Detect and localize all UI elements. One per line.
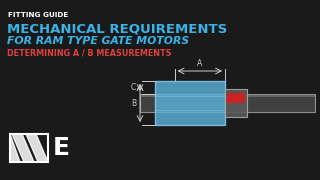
- Bar: [140, 94, 315, 112]
- Text: FITTING GUIDE: FITTING GUIDE: [8, 12, 68, 18]
- Polygon shape: [12, 134, 34, 162]
- Bar: [155, 81, 225, 125]
- Text: DETERMINING A / B MEASUREMENTS: DETERMINING A / B MEASUREMENTS: [7, 48, 172, 57]
- Text: FOR RAM TYPE GATE MOTORS: FOR RAM TYPE GATE MOTORS: [7, 36, 189, 46]
- Bar: [140, 94, 315, 97]
- Polygon shape: [26, 134, 48, 162]
- Text: C: C: [131, 83, 136, 92]
- Text: E: E: [53, 136, 70, 160]
- Bar: [225, 89, 247, 117]
- Text: A: A: [197, 59, 203, 68]
- Text: B: B: [131, 98, 136, 107]
- Bar: [10, 134, 48, 162]
- Polygon shape: [10, 134, 20, 162]
- Bar: [227, 93, 245, 103]
- Text: MECHANICAL REQUIREMENTS: MECHANICAL REQUIREMENTS: [7, 22, 227, 35]
